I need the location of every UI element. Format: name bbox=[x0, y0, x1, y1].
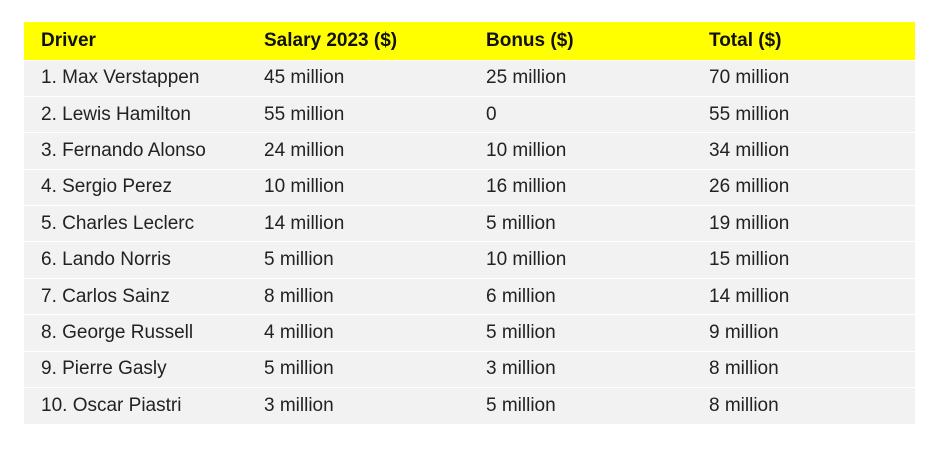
cell-total: 19 million bbox=[709, 212, 790, 234]
cell-bonus: 10 million bbox=[486, 139, 567, 161]
driver-salary-table: Driver Salary 2023 ($) Bonus ($) Total (… bbox=[24, 22, 915, 424]
cell-driver: 3. Fernando Alonso bbox=[41, 139, 206, 161]
cell-driver: 9. Pierre Gasly bbox=[41, 358, 167, 380]
cell-driver: 7. Carlos Sainz bbox=[41, 285, 170, 307]
cell-bonus: 6 million bbox=[486, 285, 556, 307]
cell-driver: 4. Sergio Perez bbox=[41, 176, 172, 198]
cell-driver: 8. George Russell bbox=[41, 321, 194, 343]
cell-bonus: 3 million bbox=[486, 358, 556, 380]
cell-driver: 1. Max Verstappen bbox=[41, 67, 200, 89]
table-row: 3. Fernando Alonso 24 million 10 million… bbox=[24, 132, 915, 170]
cell-total: 9 million bbox=[709, 321, 779, 343]
cell-salary: 4 million bbox=[264, 321, 334, 343]
column-header-bonus: Bonus ($) bbox=[486, 29, 574, 51]
cell-total: 70 million bbox=[709, 67, 790, 89]
table-row: 10. Oscar Piastri 3 million 5 million 8 … bbox=[24, 387, 915, 424]
cell-driver: 2. Lewis Hamilton bbox=[41, 103, 191, 125]
cell-salary: 10 million bbox=[264, 176, 345, 198]
table-header-row: Driver Salary 2023 ($) Bonus ($) Total (… bbox=[24, 22, 915, 60]
cell-bonus: 5 million bbox=[486, 394, 556, 416]
table-row: 2. Lewis Hamilton 55 million 0 55 millio… bbox=[24, 96, 915, 133]
column-header-total: Total ($) bbox=[709, 29, 782, 51]
cell-bonus: 16 million bbox=[486, 176, 567, 198]
table-row: 7. Carlos Sainz 8 million 6 million 14 m… bbox=[24, 278, 915, 315]
cell-salary: 5 million bbox=[264, 358, 334, 380]
cell-driver: 10. Oscar Piastri bbox=[41, 394, 182, 416]
cell-salary: 3 million bbox=[264, 394, 334, 416]
salary-table-container: Driver Salary 2023 ($) Bonus ($) Total (… bbox=[24, 22, 915, 424]
cell-salary: 45 million bbox=[264, 67, 345, 89]
cell-salary: 14 million bbox=[264, 212, 345, 234]
cell-total: 26 million bbox=[709, 176, 790, 198]
cell-driver: 5. Charles Leclerc bbox=[41, 212, 195, 234]
column-header-driver: Driver bbox=[41, 29, 96, 51]
cell-bonus: 0 bbox=[486, 103, 497, 125]
cell-bonus: 5 million bbox=[486, 212, 556, 234]
table-row: 9. Pierre Gasly 5 million 3 million 8 mi… bbox=[24, 351, 915, 388]
cell-salary: 24 million bbox=[264, 139, 345, 161]
cell-total: 15 million bbox=[709, 249, 790, 271]
cell-driver: 6. Lando Norris bbox=[41, 249, 171, 271]
table-row: 4. Sergio Perez 10 million 16 million 26… bbox=[24, 169, 915, 206]
cell-total: 55 million bbox=[709, 103, 790, 125]
table-row: 6. Lando Norris 5 million 10 million 15 … bbox=[24, 241, 915, 279]
cell-salary: 55 million bbox=[264, 103, 345, 125]
cell-bonus: 10 million bbox=[486, 249, 567, 271]
cell-salary: 5 million bbox=[264, 249, 334, 271]
cell-total: 14 million bbox=[709, 285, 790, 307]
cell-total: 34 million bbox=[709, 139, 790, 161]
cell-total: 8 million bbox=[709, 358, 779, 380]
column-header-salary: Salary 2023 ($) bbox=[264, 29, 398, 51]
cell-bonus: 25 million bbox=[486, 67, 567, 89]
table-row: 8. George Russell 4 million 5 million 9 … bbox=[24, 314, 915, 352]
table-row: 5. Charles Leclerc 14 million 5 million … bbox=[24, 205, 915, 242]
cell-total: 8 million bbox=[709, 394, 779, 416]
table-row: 1. Max Verstappen 45 million 25 million … bbox=[24, 60, 915, 97]
cell-salary: 8 million bbox=[264, 285, 334, 307]
cell-bonus: 5 million bbox=[486, 321, 556, 343]
